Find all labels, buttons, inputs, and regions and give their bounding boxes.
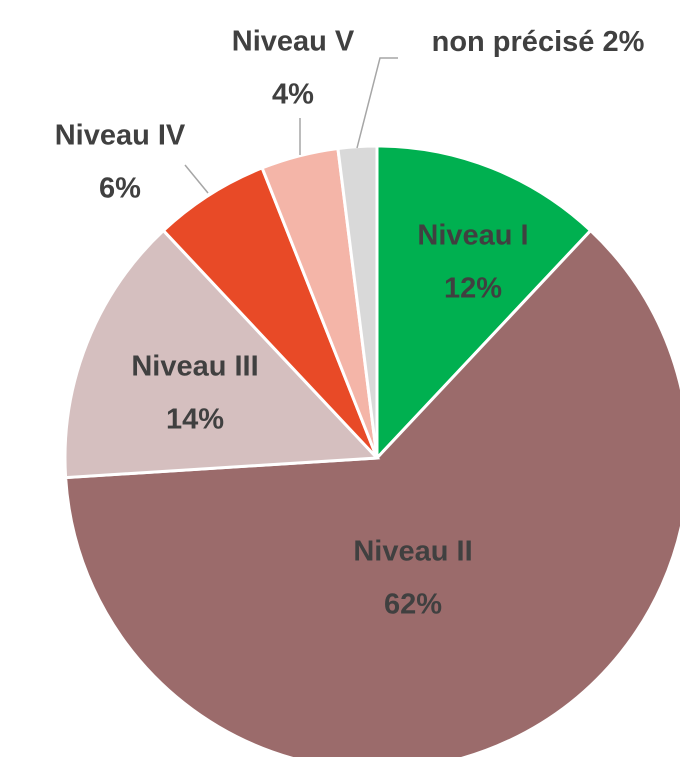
value-label: 12% xyxy=(444,273,502,305)
slice-label: Niveau I xyxy=(417,220,528,252)
labels: Niveau I 12% Niveau II 62% Niveau III 14% Nive… xyxy=(55,26,645,621)
pie xyxy=(63,144,680,757)
slice-name: non précisé xyxy=(432,26,595,58)
value-label: 6% xyxy=(99,173,141,205)
value-label: 62% xyxy=(384,589,442,621)
pie-slice xyxy=(63,228,381,480)
leader-line xyxy=(184,164,209,194)
value-label: 4% xyxy=(272,79,314,111)
slice-label: Niveau III xyxy=(131,351,258,383)
pie-slice xyxy=(64,228,680,757)
value-label: 2% xyxy=(602,26,644,58)
slice-label: Niveau II xyxy=(353,536,472,568)
slice-label: non précisé 2% xyxy=(432,26,645,58)
pie-slice xyxy=(375,144,593,462)
slice-label: Niveau IV xyxy=(55,120,186,152)
leader-line xyxy=(356,57,398,149)
slice-label: Niveau V xyxy=(232,26,355,58)
value-label: 14% xyxy=(166,404,224,436)
